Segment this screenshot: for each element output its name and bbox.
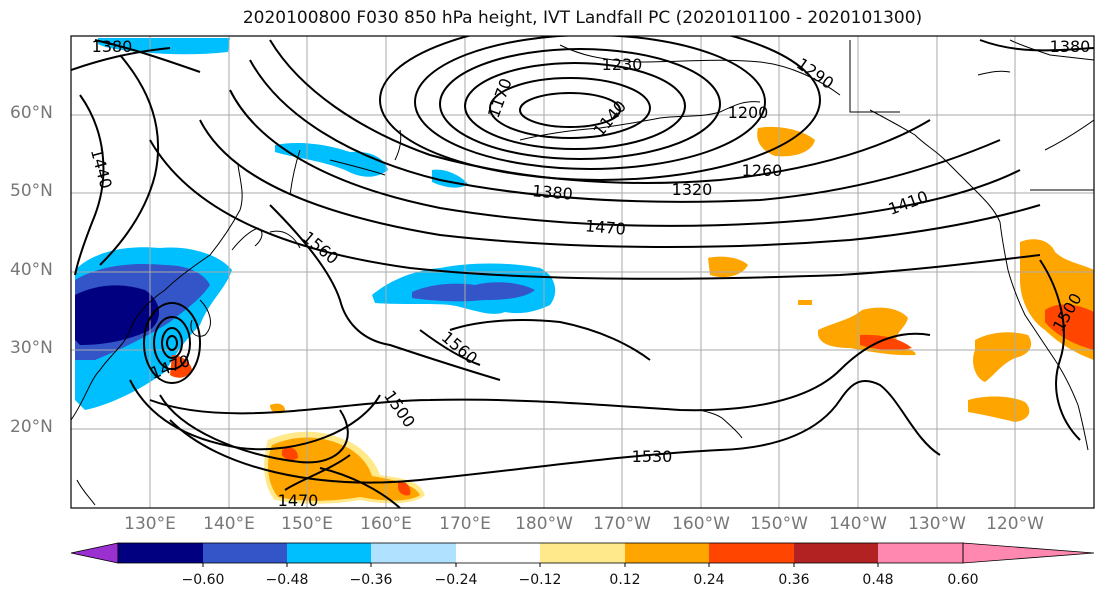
lat-label: 50°N xyxy=(10,181,53,201)
lon-label: 160°E xyxy=(360,514,412,534)
lon-label: 180°W xyxy=(515,514,573,534)
colorbar-extend-high xyxy=(962,542,1095,564)
lon-label: 150°E xyxy=(281,514,333,534)
lon-label: 140°W xyxy=(829,514,887,534)
contour-label: 1380 xyxy=(92,37,133,56)
contour-label: 1380 xyxy=(531,181,573,203)
contour-label: 1320 xyxy=(672,180,713,199)
colorbar-swatch xyxy=(794,543,878,563)
colorbar-tick-label: 0.24 xyxy=(693,572,725,588)
lon-label: 170°W xyxy=(593,514,651,534)
colorbar-swatch xyxy=(540,543,625,563)
colorbar-swatch xyxy=(118,543,203,563)
lon-label: 130°W xyxy=(908,514,966,534)
graticule xyxy=(71,36,1094,508)
lon-label: 170°E xyxy=(439,514,491,534)
map-frame xyxy=(70,35,1095,509)
colorbar-tick-label: −0.12 xyxy=(518,572,562,588)
contour-label: 1260 xyxy=(742,161,783,180)
contour-label: 1230 xyxy=(602,55,643,74)
height-contours xyxy=(71,36,1094,508)
colorbar-swatch xyxy=(625,543,709,563)
colorbar xyxy=(70,542,1095,567)
colorbar-swatch xyxy=(709,543,794,563)
lat-label: 40°N xyxy=(10,260,53,280)
lon-label: 160°W xyxy=(672,514,730,534)
colorbar-tick-label: 0.60 xyxy=(947,572,979,588)
lon-label: 120°W xyxy=(986,514,1044,534)
lon-label: 150°W xyxy=(750,514,808,534)
lon-label: 130°E xyxy=(124,514,176,534)
colorbar-tick-label: 0.36 xyxy=(778,572,810,588)
contour-label: 1530 xyxy=(632,447,673,466)
colorbar-tick-label: −0.24 xyxy=(434,572,478,588)
colorbar-swatch xyxy=(203,543,287,563)
colorbar-swatch xyxy=(456,543,540,563)
coastlines xyxy=(71,39,1094,506)
contour-label: 1470 xyxy=(278,491,319,510)
lon-label: 140°E xyxy=(203,514,255,534)
colorbar-tick-label: −0.36 xyxy=(349,572,393,588)
colorbar-tick-label: 0.12 xyxy=(609,572,641,588)
colorbar-extend-low xyxy=(70,542,119,564)
colorbar-swatch xyxy=(287,543,371,563)
lat-label: 20°N xyxy=(10,417,53,437)
colorbar-tick-label: 0.48 xyxy=(862,572,894,588)
contour-label: 1470 xyxy=(584,216,626,238)
colorbar-swatch xyxy=(371,543,456,563)
colorbar-swatch xyxy=(878,543,963,563)
colorbar-tick-label: −0.60 xyxy=(181,572,225,588)
contour-label: 1200 xyxy=(728,103,769,122)
lat-label: 60°N xyxy=(10,103,53,123)
map-title: 2020100800 F030 850 hPa height, IVT Land… xyxy=(242,8,923,28)
lat-label: 30°N xyxy=(10,338,53,358)
colorbar-tick-label: −0.48 xyxy=(265,572,309,588)
contour-label: 1380 xyxy=(1050,37,1091,56)
